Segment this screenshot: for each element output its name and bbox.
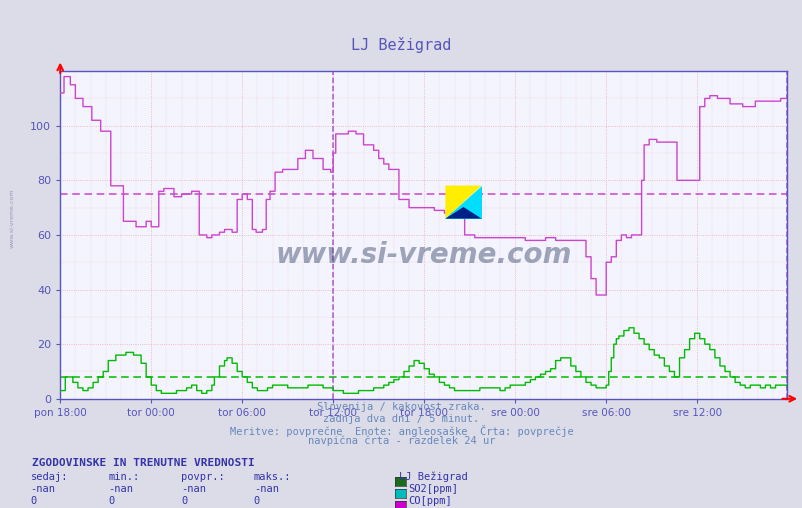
Text: min.:: min.: xyxy=(108,472,140,482)
Text: LJ Bežigrad: LJ Bežigrad xyxy=(351,38,451,53)
Text: -nan: -nan xyxy=(30,484,55,494)
Text: navpična črta - razdelek 24 ur: navpična črta - razdelek 24 ur xyxy=(307,436,495,447)
Text: povpr.:: povpr.: xyxy=(181,472,225,482)
Text: -nan: -nan xyxy=(253,484,278,494)
Text: ZGODOVINSKE IN TRENUTNE VREDNOSTI: ZGODOVINSKE IN TRENUTNE VREDNOSTI xyxy=(32,458,254,468)
Text: sedaj:: sedaj: xyxy=(30,472,68,482)
Text: maks.:: maks.: xyxy=(253,472,291,482)
Text: LJ Bežigrad: LJ Bežigrad xyxy=(399,472,468,483)
Text: www.si-vreme.com: www.si-vreme.com xyxy=(10,188,14,248)
Text: -nan: -nan xyxy=(181,484,206,494)
Text: 0: 0 xyxy=(253,496,260,506)
Text: zadnja dva dni / 5 minut.: zadnja dva dni / 5 minut. xyxy=(323,414,479,424)
Text: -nan: -nan xyxy=(108,484,133,494)
Text: SO2[ppm]: SO2[ppm] xyxy=(408,484,458,494)
Text: CO[ppm]: CO[ppm] xyxy=(408,496,452,506)
Text: Slovenija / kakovost zraka.: Slovenija / kakovost zraka. xyxy=(317,402,485,412)
Text: Meritve: povprečne  Enote: angleosaške  Črta: povprečje: Meritve: povprečne Enote: angleosaške Čr… xyxy=(229,425,573,437)
Text: www.si-vreme.com: www.si-vreme.com xyxy=(275,241,571,269)
Text: 0: 0 xyxy=(181,496,188,506)
Text: 0: 0 xyxy=(30,496,37,506)
Text: 0: 0 xyxy=(108,496,115,506)
